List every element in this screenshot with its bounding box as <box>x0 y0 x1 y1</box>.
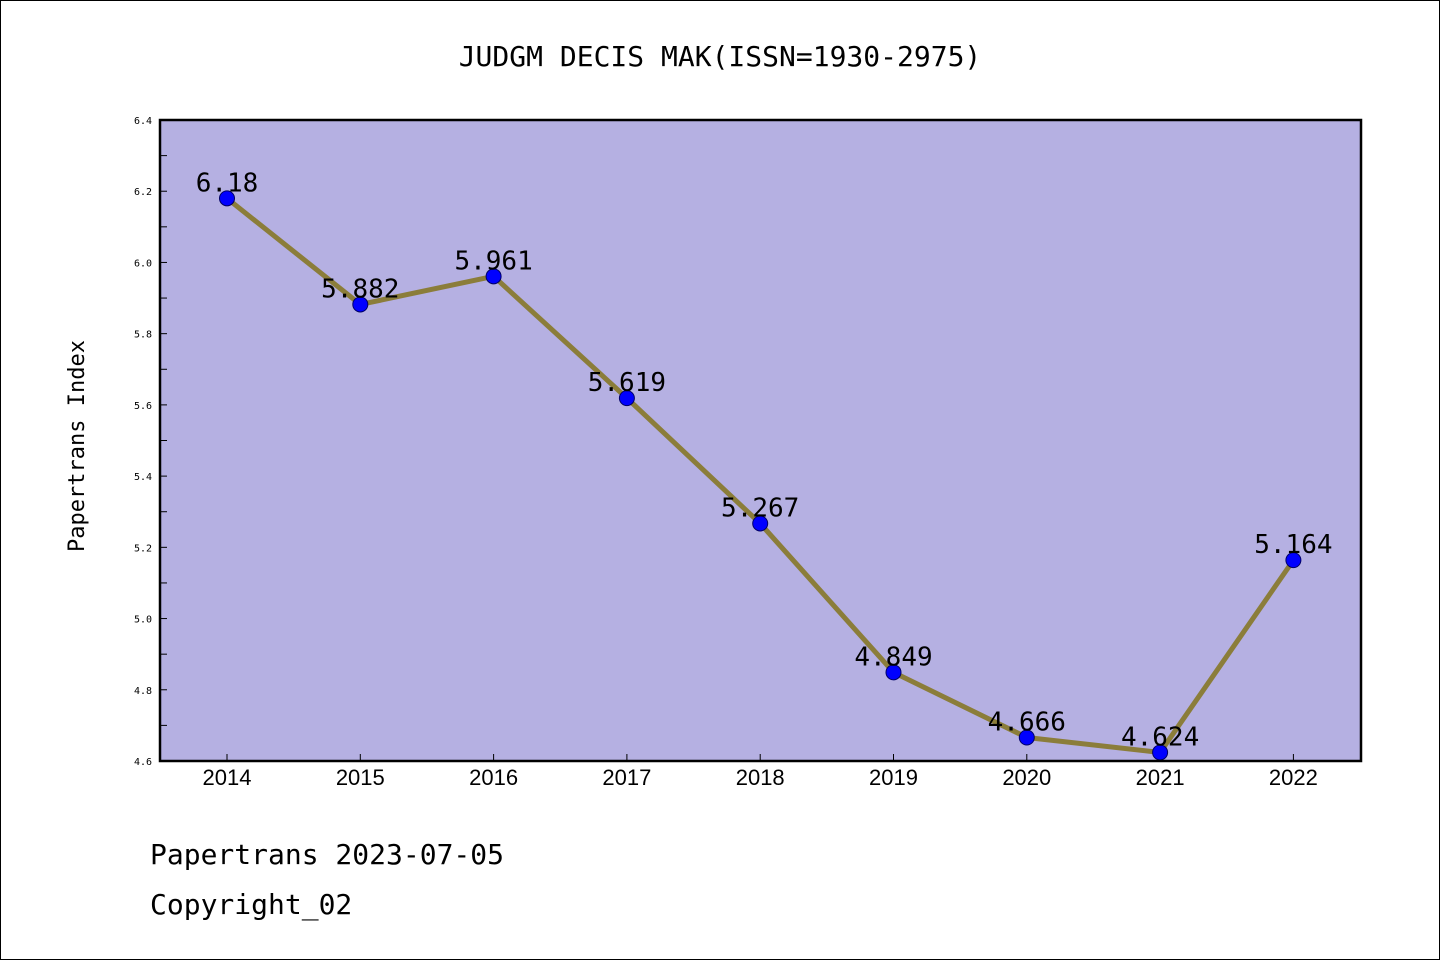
chart-title: JUDGM DECIS MAK(ISSN=1930-2975) <box>459 40 982 73</box>
y-tick-label: 5.6 <box>134 401 152 412</box>
y-tick-label: 5.0 <box>134 615 152 626</box>
footer-date: Papertrans 2023-07-05 <box>150 838 504 871</box>
y-tick-label: 4.6 <box>134 757 152 768</box>
data-point <box>1018 729 1035 746</box>
data-point <box>752 515 769 532</box>
y-tick-label: 6.4 <box>134 116 152 127</box>
y-tick-label: 5.4 <box>134 472 152 483</box>
x-tick-label: 2018 <box>736 765 785 790</box>
data-point <box>485 268 502 285</box>
data-label: 5.267 <box>721 493 799 523</box>
y-axis-label: Papertrans Index <box>65 340 90 552</box>
data-point <box>352 296 369 313</box>
data-point <box>1285 552 1302 569</box>
x-tick-label: 2015 <box>336 765 385 790</box>
x-axis: 2014 2015 2016 2017 2018 2019 2020 2021 2022 <box>203 754 1318 790</box>
y-tick-label: 5.8 <box>134 330 152 341</box>
data-label: 4.624 <box>1121 722 1199 752</box>
data-point <box>219 190 235 207</box>
x-tick-label: 2020 <box>1002 765 1051 790</box>
series-papertrans-index <box>219 190 1302 761</box>
plot-border <box>158 118 1363 763</box>
x-tick-label: 2017 <box>602 765 651 790</box>
x-tick-label: 2014 <box>203 765 252 790</box>
data-label: 5.882 <box>321 274 399 304</box>
y-tick-label: 5.2 <box>134 543 152 554</box>
plot-area <box>160 120 1361 761</box>
x-tick-label: 2016 <box>469 765 518 790</box>
footer-copyright: Copyright_02 <box>150 888 352 922</box>
data-label: 5.164 <box>1254 530 1332 560</box>
data-point <box>885 664 902 681</box>
data-label: 4.666 <box>988 707 1066 737</box>
data-labels: 6.18 5.882 5.961 5.619 5.267 4.849 4.666 4.624 5… <box>196 168 1333 752</box>
data-label: 5.961 <box>454 246 532 276</box>
data-point <box>618 390 635 407</box>
data-label: 4.849 <box>854 642 932 672</box>
data-label: 6.18 <box>196 168 259 198</box>
x-tick-label: 2019 <box>869 765 918 790</box>
x-tick-label: 2021 <box>1136 765 1185 790</box>
y-tick-label: 6.0 <box>134 258 152 269</box>
y-tick-label: 4.8 <box>134 686 152 697</box>
x-tick-label: 2022 <box>1269 765 1318 790</box>
data-label: 5.619 <box>588 368 666 398</box>
y-tick-label: 6.2 <box>134 187 152 198</box>
